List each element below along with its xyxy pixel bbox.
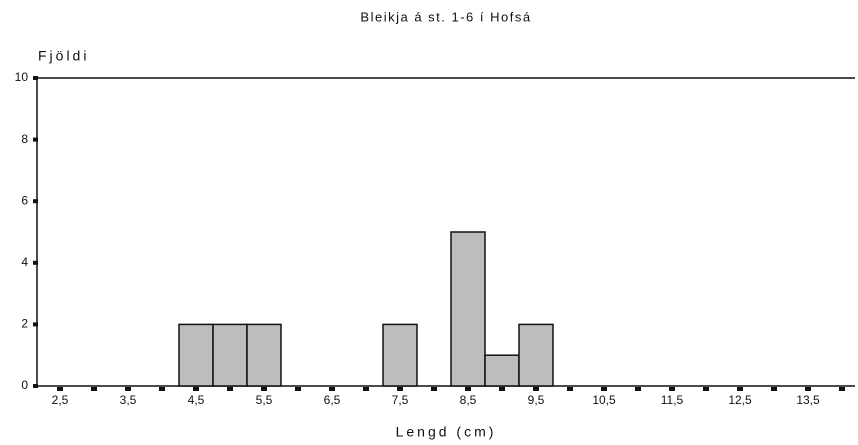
- bar: [212, 323, 248, 387]
- x-tick-label: 9,5: [528, 393, 545, 407]
- y-tick: [33, 137, 38, 142]
- y-tick-label: 4: [21, 255, 28, 269]
- x-tick: [533, 387, 539, 391]
- x-tick: [329, 387, 335, 391]
- x-tick: [499, 387, 505, 391]
- bar: [484, 354, 520, 387]
- x-tick: [669, 387, 675, 391]
- y-tick: [33, 384, 38, 388]
- x-tick: [839, 387, 845, 391]
- x-tick: [261, 387, 267, 391]
- x-tick-label: 10,5: [592, 393, 616, 407]
- x-tick-label: 8,5: [460, 393, 477, 407]
- x-tick: [771, 387, 777, 391]
- y-tick-label: 10: [15, 70, 29, 84]
- x-tick: [567, 387, 573, 391]
- bar: [178, 323, 214, 387]
- bar: [382, 323, 418, 387]
- y-tick-label: 2: [21, 317, 28, 331]
- x-tick-label: 12,5: [728, 393, 752, 407]
- x-tick-label: 2,5: [52, 393, 69, 407]
- y-tick: [33, 260, 38, 265]
- bar: [246, 323, 282, 387]
- chart-title: Bleikja á st. 1-6 í Hofsá: [360, 9, 531, 24]
- y-axis-label: Fjöldi: [38, 48, 89, 64]
- x-tick-label: 4,5: [188, 393, 205, 407]
- x-tick-label: 13,5: [796, 393, 820, 407]
- x-tick: [431, 387, 437, 391]
- x-tick-label: 6,5: [324, 393, 341, 407]
- x-tick: [159, 387, 165, 391]
- y-tick: [33, 76, 38, 80]
- x-tick: [295, 387, 301, 391]
- x-tick: [601, 387, 607, 391]
- x-tick: [635, 387, 641, 391]
- x-axis-label: Lengd (cm): [396, 424, 497, 440]
- x-tick: [805, 387, 811, 391]
- x-tick-label: 7,5: [392, 393, 409, 407]
- bar: [450, 231, 486, 387]
- y-tick: [33, 322, 38, 327]
- x-tick-label: 3,5: [120, 393, 137, 407]
- bar: [518, 323, 554, 387]
- x-tick: [703, 387, 709, 391]
- x-tick: [125, 387, 131, 391]
- y-tick: [33, 199, 38, 204]
- x-tick: [397, 387, 403, 391]
- y-tick-label: 8: [21, 132, 28, 146]
- x-tick-label: 11,5: [661, 393, 684, 407]
- x-tick: [91, 387, 97, 391]
- y-tick-label: 6: [21, 193, 28, 207]
- x-tick-label: 5,5: [256, 393, 273, 407]
- x-tick: [227, 387, 233, 391]
- x-tick: [363, 387, 369, 391]
- x-tick: [737, 387, 743, 391]
- x-tick: [465, 387, 471, 391]
- x-tick: [57, 387, 63, 391]
- y-tick-label: 0: [21, 378, 28, 392]
- x-tick: [193, 387, 199, 391]
